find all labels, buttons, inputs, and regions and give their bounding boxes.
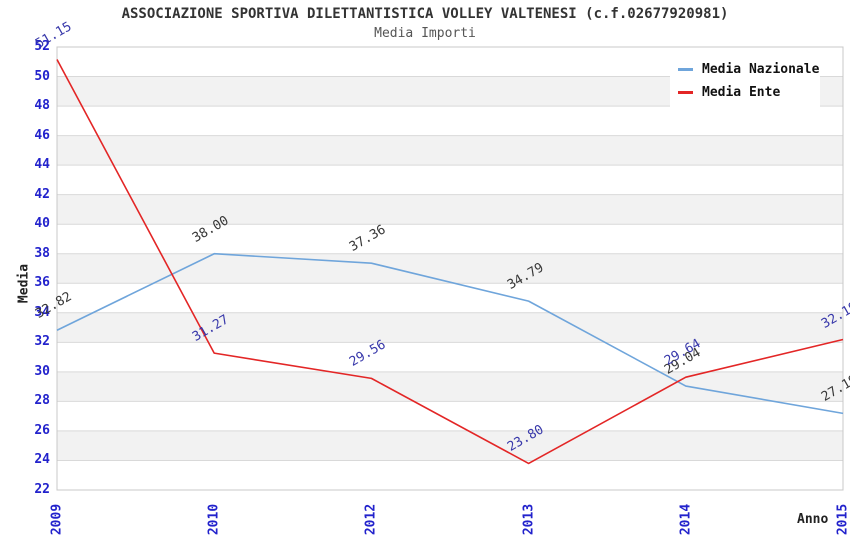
- grid-band: [57, 430, 843, 461]
- y-tick-label: 32: [34, 334, 50, 350]
- legend-item: Media Ente: [678, 81, 820, 104]
- y-tick-label: 36: [34, 275, 50, 291]
- legend-marker-icon: [678, 68, 693, 71]
- y-tick-label: 24: [34, 452, 50, 468]
- legend-items: Media Nazionale Media Ente: [678, 58, 820, 104]
- series-line-media-nazionale: [56, 252, 844, 415]
- y-tick-label: 46: [34, 127, 50, 143]
- legend: Media Nazionale Media Ente: [670, 52, 820, 110]
- grid-band: [57, 371, 843, 402]
- x-tick-label: 2015: [835, 503, 850, 536]
- y-tick-label: 48: [34, 98, 50, 114]
- legend-marker-icon: [678, 91, 693, 94]
- y-tick-label: 30: [34, 363, 50, 379]
- legend-label: Media Nazionale: [702, 62, 820, 77]
- y-tick-label: 42: [34, 186, 50, 202]
- y-tick-label: 22: [34, 482, 50, 497]
- x-tick-label: 2010: [206, 503, 222, 536]
- legend-item: Media Nazionale: [678, 58, 820, 81]
- y-tick-label: 52: [34, 39, 50, 54]
- y-tick-label: 26: [34, 422, 50, 438]
- grid-band: [57, 194, 843, 225]
- y-tick-label: 34: [34, 304, 50, 320]
- grid-band: [57, 312, 843, 343]
- grid-band: [57, 253, 843, 284]
- y-tick-label: 38: [34, 245, 50, 261]
- x-tick-label: 2014: [678, 503, 694, 536]
- series-line-media-ente: [56, 59, 844, 465]
- y-tick-label: 44: [34, 157, 50, 173]
- legend-label: Media Ente: [702, 85, 781, 100]
- x-axis-title: Anno: [797, 512, 829, 527]
- x-tick-label: 2009: [49, 503, 65, 536]
- y-tick-label: 40: [34, 216, 50, 232]
- x-tick-label: 2012: [363, 503, 379, 536]
- plot-border: [56, 46, 844, 491]
- y-tick-label: 50: [34, 68, 50, 84]
- y-tick-label: 28: [34, 393, 50, 409]
- grid-band: [57, 135, 843, 166]
- chart-title: ASSOCIAZIONE SPORTIVA DILETTANTISTICA VO…: [121, 6, 729, 22]
- x-tick-label: 2013: [521, 503, 537, 536]
- chart-subtitle: Media Importi: [374, 26, 476, 41]
